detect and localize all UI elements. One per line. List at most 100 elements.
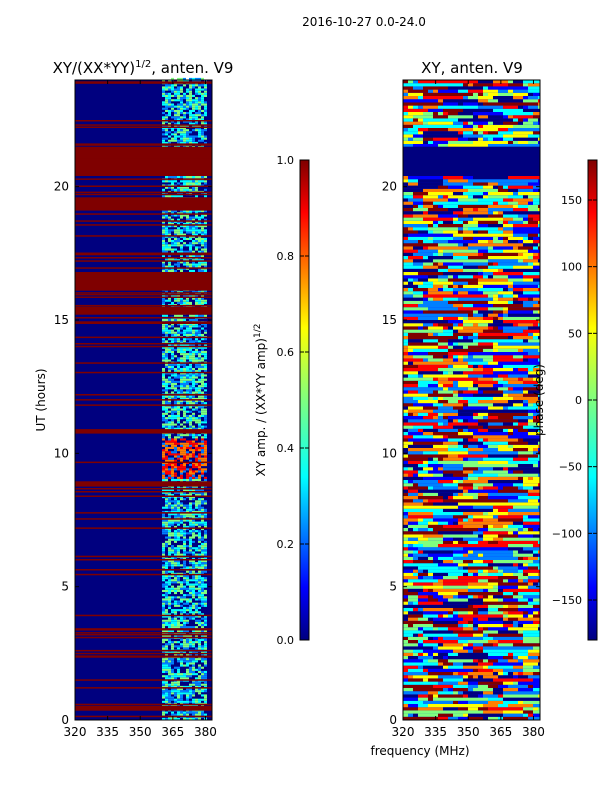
phase-cell bbox=[463, 550, 468, 554]
amplitude-cell bbox=[201, 333, 204, 336]
phase-cell bbox=[418, 630, 423, 634]
amplitude-cell bbox=[183, 225, 186, 228]
amplitude-cell bbox=[168, 86, 171, 89]
amplitude-cell bbox=[162, 547, 165, 550]
phase-cell bbox=[498, 688, 503, 692]
amplitude-cell bbox=[162, 545, 165, 548]
amplitude-cell bbox=[180, 600, 183, 603]
phase-cell bbox=[418, 684, 423, 688]
phase-cell bbox=[518, 688, 523, 692]
amplitude-cell bbox=[162, 496, 165, 499]
amplitude-cell bbox=[177, 673, 180, 676]
amplitude-cell bbox=[192, 346, 195, 349]
amplitude-cell bbox=[192, 357, 195, 360]
amplitude-cell bbox=[201, 521, 204, 524]
amplitude-cell bbox=[195, 374, 198, 377]
amplitude-cell bbox=[192, 713, 195, 716]
amplitude-cell bbox=[183, 412, 186, 415]
phase-cell bbox=[523, 700, 528, 704]
amplitude-cell bbox=[192, 453, 195, 456]
amplitude-cell bbox=[162, 357, 165, 360]
phase-cell bbox=[463, 691, 468, 695]
phase-cell bbox=[428, 684, 433, 688]
amplitude-cell bbox=[192, 402, 195, 405]
amplitude-cell bbox=[165, 214, 168, 217]
amplitude-cell bbox=[183, 374, 186, 377]
amplitude-cell bbox=[192, 449, 195, 452]
amplitude-cell bbox=[204, 389, 207, 392]
amplitude-cell bbox=[177, 389, 180, 392]
amplitude-cell bbox=[186, 504, 189, 507]
amplitude-cell bbox=[165, 668, 168, 671]
amplitude-cell bbox=[186, 478, 189, 481]
amplitude-thin-row bbox=[75, 495, 212, 497]
phase-cell bbox=[508, 576, 513, 580]
phase-cell bbox=[478, 656, 483, 660]
phase-cell bbox=[503, 569, 508, 573]
amplitude-cell bbox=[180, 244, 183, 247]
amplitude-thin-row bbox=[75, 260, 212, 262]
phase-cell bbox=[533, 630, 538, 634]
amplitude-cell bbox=[198, 92, 201, 95]
amplitude-cell bbox=[186, 370, 189, 373]
amplitude-cell bbox=[189, 135, 192, 138]
amplitude-cell bbox=[180, 583, 183, 586]
amplitude-cell bbox=[162, 355, 165, 358]
amplitude-cell bbox=[162, 604, 165, 607]
amplitude-cell bbox=[168, 216, 171, 219]
amplitude-cell bbox=[162, 602, 165, 605]
phase-cell bbox=[413, 665, 418, 669]
amplitude-cell bbox=[165, 109, 168, 112]
phase-cell bbox=[498, 604, 503, 608]
amplitude-cell bbox=[183, 449, 186, 452]
amplitude-cell bbox=[186, 417, 189, 420]
phase-cell bbox=[533, 560, 538, 564]
amplitude-cell bbox=[192, 472, 195, 475]
phase-cell bbox=[463, 598, 468, 602]
phase-cell bbox=[413, 643, 418, 647]
phase-cell bbox=[478, 681, 483, 685]
phase-cell bbox=[413, 697, 418, 701]
phase-cell bbox=[458, 576, 463, 580]
phase-cell bbox=[498, 566, 503, 570]
phase-cell bbox=[428, 636, 433, 640]
amplitude-cell bbox=[168, 630, 171, 633]
amplitude-cell bbox=[201, 254, 204, 257]
amplitude-cell bbox=[180, 423, 183, 426]
phase-cell bbox=[468, 710, 473, 714]
phase-cell bbox=[448, 656, 453, 660]
phase-cell bbox=[498, 630, 503, 634]
amplitude-cell bbox=[183, 227, 186, 230]
amplitude-cell bbox=[198, 80, 201, 83]
phase-cell bbox=[528, 662, 533, 666]
amplitude-cell bbox=[189, 459, 192, 462]
phase-cell bbox=[518, 563, 523, 567]
amplitude-cell bbox=[162, 513, 165, 516]
amplitude-cell bbox=[183, 470, 186, 473]
amplitude-cell bbox=[195, 464, 198, 467]
amplitude-cell bbox=[186, 261, 189, 264]
phase-cell bbox=[413, 694, 418, 698]
phase-cell bbox=[523, 601, 528, 605]
amplitude-cell bbox=[177, 116, 180, 119]
amplitude-cell bbox=[177, 596, 180, 599]
amplitude-cell bbox=[183, 574, 186, 577]
amplitude-cell bbox=[171, 421, 174, 424]
amplitude-cell bbox=[168, 438, 171, 441]
phase-cell bbox=[408, 585, 413, 589]
phase-cell bbox=[533, 595, 538, 599]
phase-cell bbox=[448, 704, 453, 708]
amplitude-cell bbox=[165, 660, 168, 663]
amplitude-cell bbox=[189, 370, 192, 373]
amplitude-cell bbox=[165, 662, 168, 665]
amplitude-cell bbox=[192, 124, 195, 127]
amplitude-cell bbox=[204, 137, 207, 140]
phase-cell bbox=[513, 566, 518, 570]
amplitude-cell bbox=[183, 112, 186, 115]
amplitude-cell bbox=[201, 410, 204, 413]
phase-cell bbox=[433, 710, 438, 714]
phase-cell bbox=[483, 640, 488, 644]
amplitude-cell bbox=[162, 261, 165, 264]
amplitude-cell bbox=[189, 372, 192, 375]
phase-cell bbox=[503, 640, 508, 644]
